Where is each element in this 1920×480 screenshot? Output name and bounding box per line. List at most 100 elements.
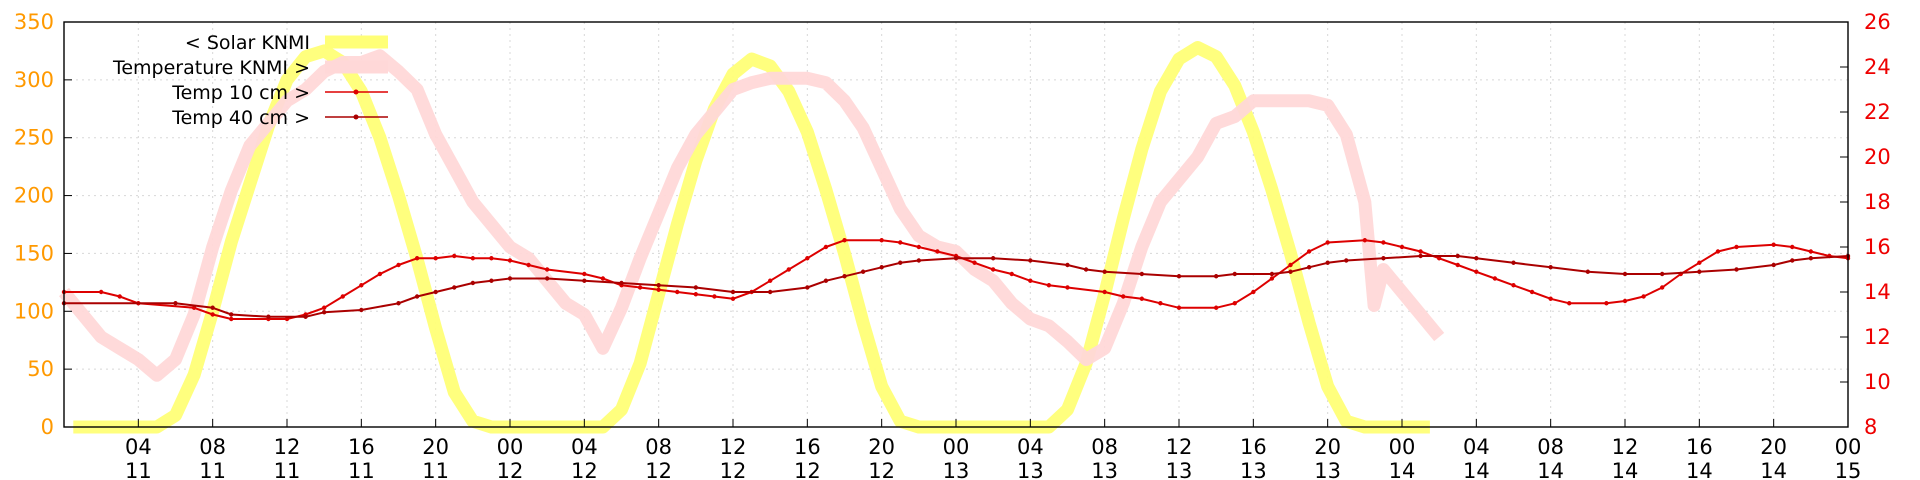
right-tick-label-8: 24 [1864, 55, 1891, 79]
x-tick-day-5: 12 [497, 459, 524, 480]
series-2-point-48 [1065, 285, 1070, 290]
series-3-point-29 [953, 256, 959, 261]
x-tick-time-2: 12 [274, 435, 301, 459]
series-2-point-10 [321, 305, 327, 310]
series-2-point-46 [1028, 278, 1033, 283]
series-2-point-53 [1176, 305, 1182, 310]
series-2-point-17 [452, 253, 457, 259]
x-tick-time-10: 20 [868, 435, 895, 459]
series-2-point-6 [229, 316, 234, 322]
right-tick-label-7: 22 [1864, 100, 1891, 124]
series-2-point-28 [675, 289, 680, 295]
x-tick-day-8: 12 [720, 459, 747, 480]
series-3-point-4 [266, 314, 271, 319]
x-tick-day-6: 12 [571, 459, 598, 480]
x-tick-time-8: 12 [720, 435, 747, 459]
series-2-point-58 [1288, 262, 1293, 268]
series-3-point-55 [1771, 262, 1776, 268]
series-3-point-7 [359, 307, 364, 313]
series-3-point-35 [1139, 271, 1145, 277]
series-line-0 [73, 41, 1430, 434]
series-2-point-20 [507, 258, 513, 263]
series-3-point-11 [452, 285, 457, 290]
legend-label-3: Temp 40 cm > [171, 107, 310, 129]
right-tick-label-3: 14 [1864, 280, 1891, 304]
left-tick-label-5: 250 [14, 126, 54, 150]
series-3-point-50 [1585, 269, 1591, 274]
chart-legend: < Solar KNMI Temperature KNMI > Temp 10 cm… [112, 32, 388, 129]
x-tick-day-10: 12 [868, 459, 895, 480]
series-3-point-57 [1808, 256, 1814, 261]
series-2-point-38 [879, 238, 884, 243]
series-2-point-29 [693, 292, 699, 297]
x-tick-time-19: 08 [1537, 435, 1564, 459]
left-tick-label-0: 0 [41, 415, 54, 439]
series-2-point-80 [1734, 244, 1739, 250]
x-tick-time-14: 12 [1166, 435, 1193, 459]
series-2-point-57 [1269, 276, 1275, 281]
x-tick-day-18: 14 [1463, 459, 1490, 480]
series-2-point-24 [600, 276, 606, 281]
series-2-point-64 [1418, 249, 1423, 254]
series-3-point-51 [1622, 271, 1628, 277]
series-3-point-40 [1288, 269, 1293, 274]
series-2-point-76 [1659, 285, 1665, 290]
legend-label-0: < Solar KNMI [185, 32, 310, 54]
x-tick-day-3: 11 [348, 459, 375, 480]
series-2-point-15 [414, 256, 420, 261]
x-tick-time-18: 04 [1463, 435, 1490, 459]
series-2-point-75 [1641, 294, 1646, 299]
right-tick-label-4: 16 [1864, 235, 1891, 259]
series-2-point-44 [990, 267, 996, 272]
series-2-point-34 [786, 267, 791, 272]
legend-swatch-point-3 [353, 114, 359, 120]
series-3-point-21 [767, 289, 773, 295]
x-tick-time-12: 04 [1017, 435, 1044, 459]
x-tick-time-5: 00 [497, 435, 524, 459]
right-tick-label-2: 12 [1864, 325, 1891, 349]
series-3-point-33 [1083, 267, 1089, 272]
series-3-point-2 [210, 305, 215, 310]
series-2-point-45 [1009, 271, 1014, 277]
series-3-point-54 [1734, 267, 1739, 272]
left-tick-label-6: 300 [14, 68, 54, 92]
series-2-point-27 [656, 287, 661, 292]
x-tick-day-15: 13 [1240, 459, 1267, 480]
x-tick-day-12: 13 [1017, 459, 1044, 480]
series-2-point-82 [1790, 244, 1795, 250]
series-3-point-31 [1028, 258, 1033, 263]
series-3-point-38 [1232, 271, 1237, 277]
x-tick-day-9: 12 [794, 459, 821, 480]
x-tick-time-4: 20 [422, 435, 449, 459]
x-tick-day-2: 11 [274, 459, 301, 480]
series-2-point-70 [1529, 289, 1535, 295]
series-3-point-52 [1659, 271, 1665, 277]
series-2-point-5 [210, 312, 215, 317]
series-2-point-71 [1548, 296, 1553, 301]
series-3-point-8 [396, 301, 401, 306]
x-tick-day-14: 13 [1166, 459, 1193, 480]
series-3-point-19 [693, 285, 699, 290]
series-2-point-37 [842, 238, 847, 243]
series-3-point-39 [1269, 271, 1275, 277]
x-tick-time-17: 00 [1389, 435, 1416, 459]
series-2-point-2 [117, 294, 122, 299]
series-2-point-69 [1511, 283, 1516, 288]
series-3-point-41 [1306, 265, 1312, 270]
x-tick-day-17: 14 [1389, 459, 1416, 480]
x-tick-day-19: 14 [1537, 459, 1564, 480]
series-2-point-22 [544, 267, 550, 272]
series-2-point-40 [916, 244, 922, 250]
series-2-point-31 [730, 296, 736, 301]
series-3-point-45 [1418, 253, 1423, 259]
series-2-point-49 [1102, 289, 1107, 295]
series-3-point-56 [1790, 258, 1795, 263]
series-2-point-39 [898, 240, 903, 245]
series-3-point-47 [1474, 256, 1479, 261]
series-3-point-1 [173, 301, 178, 306]
series-2-point-72 [1567, 301, 1572, 306]
series-3-point-48 [1511, 260, 1516, 265]
series-2-point-13 [377, 271, 383, 277]
chart-series-layer [58, 41, 1851, 434]
series-line-1 [58, 49, 1445, 382]
